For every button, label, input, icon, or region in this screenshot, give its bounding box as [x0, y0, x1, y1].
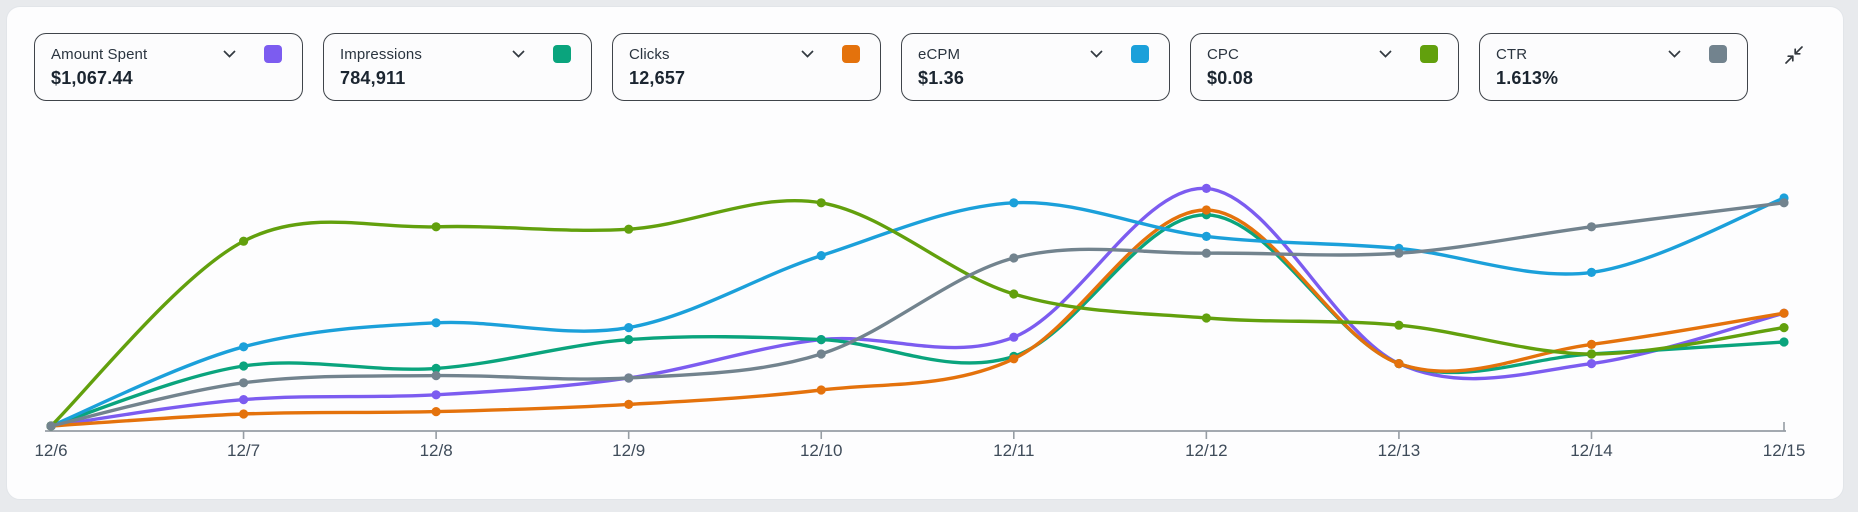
chevron-down-icon[interactable]: [223, 50, 236, 58]
chart-point-cpc[interactable]: [239, 236, 249, 246]
chevron-down-icon[interactable]: [1090, 50, 1103, 58]
x-axis-label: 12/7: [227, 441, 260, 460]
chart-point-cpc[interactable]: [1586, 349, 1597, 359]
metric-value: $1.36: [918, 68, 965, 88]
series-color-swatch: [1131, 45, 1149, 63]
x-axis-label: 12/14: [1570, 441, 1613, 460]
chart-point-cpc[interactable]: [816, 198, 826, 208]
x-axis-label: 12/13: [1378, 441, 1421, 460]
x-axis-label: 12/9: [612, 441, 645, 460]
chart-point-impressions[interactable]: [624, 335, 634, 345]
chart-point-cpc[interactable]: [1779, 323, 1789, 333]
chart-point-amount-spent[interactable]: [1009, 332, 1019, 342]
chart-point-amount-spent[interactable]: [1201, 183, 1211, 193]
metric-label: CTR: [1496, 45, 1528, 63]
chart-line-ecpm: [49, 196, 1786, 428]
chart-line-cpc: [49, 198, 1786, 428]
chart-line-amount-spent: [49, 186, 1786, 428]
chart-line-ctr: [49, 201, 1786, 428]
series-color-swatch: [842, 45, 860, 63]
chart-point-ctr[interactable]: [46, 421, 56, 431]
chart-point-ctr[interactable]: [624, 373, 634, 383]
chevron-down-icon[interactable]: [1668, 50, 1681, 58]
chevron-down-icon[interactable]: [801, 50, 814, 58]
chart-point-ctr[interactable]: [1009, 253, 1019, 263]
metric-value: 784,911: [340, 68, 406, 88]
metric-label: eCPM: [918, 45, 961, 63]
chart-point-clicks[interactable]: [1201, 205, 1211, 215]
chart-point-clicks[interactable]: [624, 399, 634, 409]
chart-point-ecpm[interactable]: [239, 342, 249, 352]
metric-card-clicks[interactable]: Clicks 12,657: [612, 33, 881, 101]
chart-point-amount-spent[interactable]: [431, 390, 441, 400]
chart-point-cpc[interactable]: [624, 224, 634, 234]
chart-point-amount-spent[interactable]: [239, 395, 249, 405]
chart-point-cpc[interactable]: [1009, 289, 1019, 299]
metric-value: 12,657: [629, 68, 686, 88]
chart-point-ecpm[interactable]: [431, 318, 441, 328]
chart-point-clicks[interactable]: [1779, 308, 1789, 318]
chart-point-ctr[interactable]: [1201, 248, 1211, 258]
chart-point-clicks[interactable]: [239, 409, 249, 419]
chart-point-ctr[interactable]: [1586, 222, 1597, 232]
metric-card-cpc[interactable]: CPC $0.08: [1190, 33, 1459, 101]
metric-card-ecpm[interactable]: eCPM $1.36: [901, 33, 1170, 101]
metric-card-amount-spent[interactable]: Amount Spent $1,067.44: [34, 33, 303, 101]
x-axis-label: 12/8: [420, 441, 453, 460]
chart-point-ctr[interactable]: [816, 349, 826, 359]
metric-value: $0.08: [1207, 68, 1254, 88]
metric-card-ctr[interactable]: CTR 1.613%: [1479, 33, 1748, 101]
chart-point-ctr[interactable]: [431, 371, 441, 381]
chart-point-clicks[interactable]: [1586, 339, 1597, 349]
chevron-down-icon[interactable]: [512, 50, 525, 58]
chart-point-impressions[interactable]: [1779, 337, 1789, 347]
chart-line-clicks: [49, 208, 1786, 428]
chart-point-clicks[interactable]: [431, 407, 441, 417]
chart-point-clicks[interactable]: [1009, 354, 1019, 364]
chart-point-ecpm[interactable]: [624, 323, 634, 333]
x-axis-label: 12/12: [1185, 441, 1228, 460]
chart-point-ctr[interactable]: [239, 378, 249, 388]
x-axis-label: 12/11: [993, 441, 1034, 460]
chart-point-ecpm[interactable]: [816, 251, 826, 261]
chevron-down-icon[interactable]: [1379, 50, 1392, 58]
chart-point-cpc[interactable]: [1394, 320, 1404, 330]
chart-point-ecpm[interactable]: [1201, 231, 1211, 241]
collapse-chart-button[interactable]: [1781, 43, 1807, 69]
chart-point-impressions[interactable]: [816, 335, 826, 345]
series-color-swatch: [1709, 45, 1727, 63]
x-axis-label: 12/6: [34, 441, 67, 460]
metric-label: CPC: [1207, 45, 1239, 63]
collapse-arrows-icon: [1785, 45, 1803, 64]
chart-point-impressions[interactable]: [431, 363, 441, 373]
chart-point-amount-spent[interactable]: [1586, 359, 1597, 369]
chart-point-cpc[interactable]: [1201, 313, 1211, 323]
trend-line-chart[interactable]: 12/6 12/7 12/8 12/9 12/10 12/11 12/12 12/13 12/1…: [7, 7, 1845, 501]
metric-value: $1,067.44: [51, 68, 133, 88]
chart-point-clicks[interactable]: [816, 385, 826, 395]
chart-point-impressions[interactable]: [239, 361, 249, 371]
metric-label: Amount Spent: [51, 45, 148, 63]
chart-line-impressions: [49, 213, 1786, 428]
metric-label: Impressions: [340, 45, 422, 63]
chart-point-ecpm[interactable]: [1009, 198, 1019, 208]
chart-point-ctr[interactable]: [1394, 248, 1404, 258]
metrics-panel: 12/6 12/7 12/8 12/9 12/10 12/11 12/12 12/13 12/1…: [6, 6, 1844, 500]
metric-cards-row: Amount Spent $1,067.44 Impressions 784,9…: [34, 33, 1748, 101]
series-color-swatch: [553, 45, 571, 63]
series-color-swatch: [1420, 45, 1438, 63]
chart-point-cpc[interactable]: [431, 222, 441, 232]
chart-point-ecpm[interactable]: [1586, 267, 1597, 277]
x-axis-label: 12/15: [1763, 441, 1806, 460]
metric-card-impressions[interactable]: Impressions 784,911: [323, 33, 592, 101]
chart-point-ctr[interactable]: [1779, 198, 1789, 208]
series-color-swatch: [264, 45, 282, 63]
x-axis-label: 12/10: [800, 441, 843, 460]
metric-label: Clicks: [629, 45, 670, 63]
metric-value: 1.613%: [1496, 68, 1559, 88]
chart-point-clicks[interactable]: [1394, 359, 1404, 369]
